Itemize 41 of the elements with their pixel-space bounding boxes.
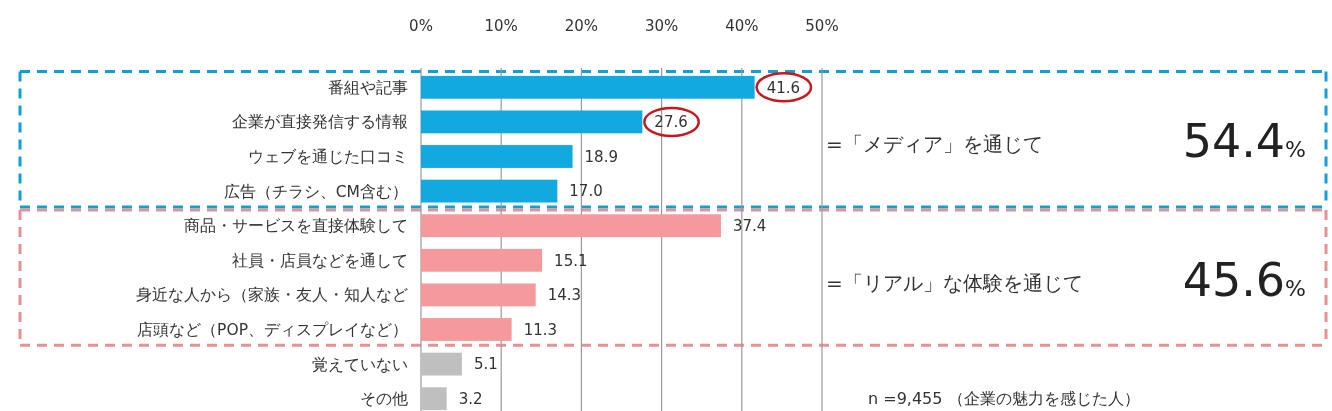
bar: [421, 214, 721, 238]
data-label: 5.1: [473, 355, 498, 374]
text: 54.4%: [1182, 114, 1306, 169]
text: 45.6%: [1182, 252, 1306, 307]
x-tick-label: 20%: [564, 17, 599, 35]
data-label: 18.9: [584, 147, 618, 166]
bar: [421, 110, 643, 134]
bar: [421, 352, 462, 376]
data-label: 14.3: [547, 286, 582, 305]
x-tick-label: 50%: [805, 17, 839, 35]
bar: [421, 318, 512, 341]
y-tick-label: 身近な人から（家族・友人・知人など: [136, 286, 408, 305]
x-tick-label: 0%: [409, 17, 433, 35]
data-label: 15.1: [554, 251, 588, 270]
text: =「メディア」を通じて: [826, 132, 1043, 157]
bar: [421, 145, 573, 168]
y-tick-label: 番組や記事: [328, 78, 408, 97]
y-tick-label: ウェブを通じた口コミ: [248, 147, 408, 166]
data-label: 11.3: [523, 320, 558, 339]
y-tick-label: 広告（チラシ、CM含む）: [223, 182, 408, 201]
x-tick-label: 10%: [484, 17, 518, 35]
annotation: 27.6: [654, 113, 688, 132]
y-tick-label: 覚えていない: [312, 355, 408, 374]
annotation: 41.6: [766, 78, 801, 97]
x-tick-label: 30%: [644, 17, 679, 35]
x-tick-label: 40%: [725, 17, 759, 35]
bar: [421, 75, 755, 99]
y-tick-label: その他: [360, 390, 408, 409]
y-tick-label: 企業が直接発信する情報: [232, 113, 408, 132]
bar: [421, 179, 558, 203]
text: n =9,455 （企業の魅力を感じた人）: [868, 389, 1140, 409]
y-tick-label: 社員・店員などを通して: [232, 251, 408, 270]
text: =「リアル」な体験を通じて: [826, 270, 1083, 295]
bar: [421, 387, 447, 411]
data-label: 37.4: [732, 216, 767, 235]
y-tick-label: 商品・サービスを直接体験して: [184, 217, 408, 236]
y-tick-label: 店頭など（POP、ディスプレイなど）: [137, 320, 408, 339]
bar: [421, 248, 543, 272]
data-label: 3.2: [458, 389, 483, 408]
bar: [421, 283, 536, 307]
data-label: 17.0: [569, 182, 603, 201]
